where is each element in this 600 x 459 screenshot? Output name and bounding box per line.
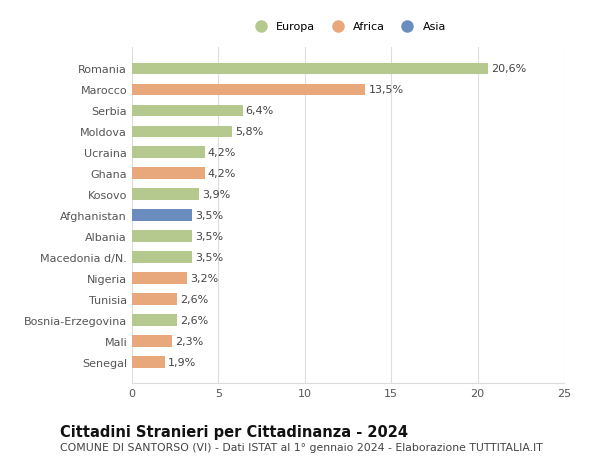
Text: 3,5%: 3,5% — [196, 211, 224, 221]
Text: 3,2%: 3,2% — [190, 274, 218, 284]
Bar — [132, 126, 232, 138]
Text: 13,5%: 13,5% — [368, 85, 404, 95]
Text: 4,2%: 4,2% — [208, 148, 236, 158]
Bar — [132, 273, 187, 284]
Bar — [132, 252, 193, 263]
Bar — [132, 168, 205, 179]
Bar — [132, 189, 199, 201]
Bar — [132, 105, 242, 117]
Bar — [132, 210, 193, 222]
Bar — [132, 84, 365, 96]
Text: 1,9%: 1,9% — [168, 357, 196, 367]
Text: COMUNE DI SANTORSO (VI) - Dati ISTAT al 1° gennaio 2024 - Elaborazione TUTTITALI: COMUNE DI SANTORSO (VI) - Dati ISTAT al … — [60, 442, 543, 452]
Text: 20,6%: 20,6% — [491, 64, 526, 74]
Legend: Europa, Africa, Asia: Europa, Africa, Asia — [247, 20, 449, 34]
Bar — [132, 147, 205, 159]
Bar — [132, 357, 165, 368]
Bar — [132, 294, 177, 305]
Text: 2,3%: 2,3% — [175, 336, 203, 347]
Text: Cittadini Stranieri per Cittadinanza - 2024: Cittadini Stranieri per Cittadinanza - 2… — [60, 425, 408, 440]
Text: 2,6%: 2,6% — [180, 315, 208, 325]
Text: 2,6%: 2,6% — [180, 295, 208, 304]
Text: 4,2%: 4,2% — [208, 169, 236, 179]
Text: 3,5%: 3,5% — [196, 232, 224, 241]
Bar — [132, 63, 488, 75]
Text: 3,9%: 3,9% — [203, 190, 231, 200]
Bar — [132, 231, 193, 242]
Text: 6,4%: 6,4% — [246, 106, 274, 116]
Text: 3,5%: 3,5% — [196, 252, 224, 263]
Text: 5,8%: 5,8% — [235, 127, 263, 137]
Bar — [132, 315, 177, 326]
Bar — [132, 336, 172, 347]
